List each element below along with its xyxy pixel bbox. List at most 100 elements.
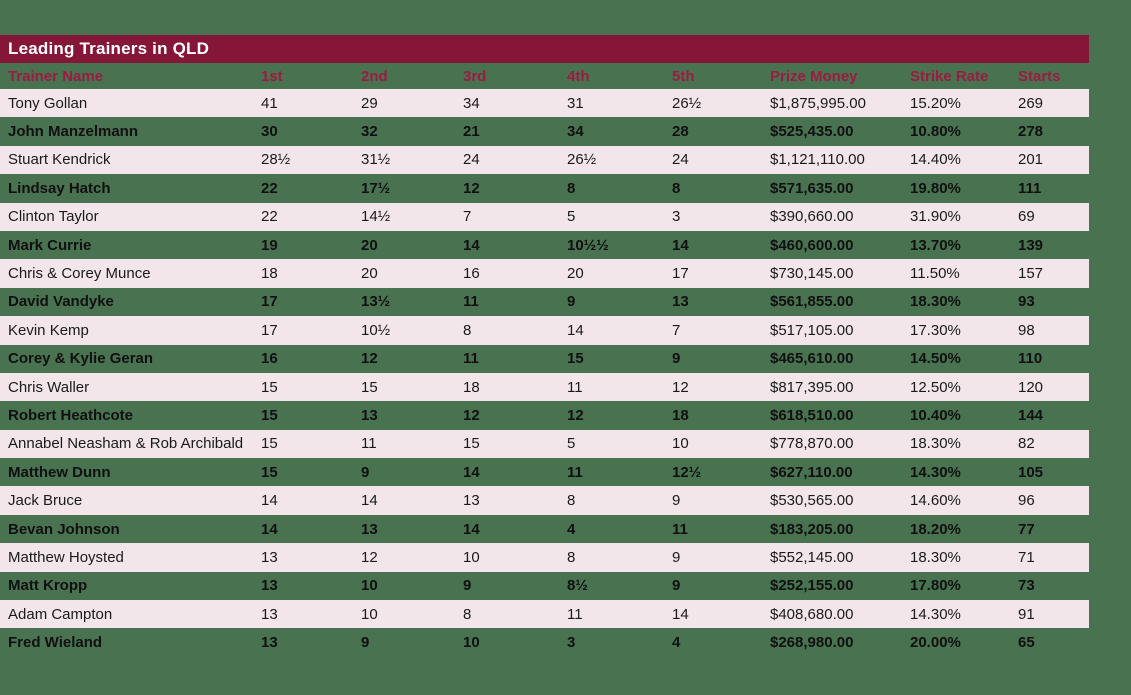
table-row: Matthew Hoysted 13 12 10 8 9 $552,145.00 18.30%… [0,543,1089,572]
stat-cell: 15 [361,378,378,396]
table-row: Adam Campton 13 10 8 11 14 $408,680.00 14.30% 91 [0,600,1089,629]
stat-cell: 15 [261,406,278,424]
stat-cell: 34 [463,94,480,112]
trainer-name-cell: Fred Wieland [8,634,103,652]
stat-cell: 21 [463,123,480,141]
column-header: 1st [261,67,283,85]
stat-cell: 13.70% [910,236,961,254]
stat-cell: 11.50% [910,265,960,283]
stat-cell: 18 [672,406,689,424]
stat-cell: 17 [261,293,278,311]
table-body: Tony Gollan 41 29 34 31 26½ $1,875,995.00 15.20… [0,89,1131,657]
stat-cell: 18.20% [910,520,961,538]
stat-cell: 19.80% [910,179,961,197]
stat-cell: 10 [672,435,689,453]
stat-cell: 17.80% [910,577,961,595]
trainer-name-cell: Bevan Johnson [8,520,120,538]
stat-cell: 278 [1018,123,1044,141]
stat-cell: 15 [261,463,278,481]
stat-cell: 8 [567,179,576,197]
table-row: Matt Kropp 13 10 9 8½ 9 $252,155.00 17.80% 73 [0,572,1089,600]
column-header: Strike Rate [910,67,989,85]
stat-cell: 4 [672,634,681,652]
stat-cell: 65 [1018,634,1035,652]
stat-cell: 31.90% [910,208,961,226]
stat-cell: 16 [261,350,278,368]
stat-cell: 201 [1018,151,1044,169]
stat-cell: 7 [463,208,472,226]
stat-cell: 14 [261,520,278,538]
stat-cell: 14.60% [910,492,961,510]
stat-cell: 15 [463,435,480,453]
column-header: 2nd [361,67,388,85]
trainer-name-cell: Matthew Hoysted [8,548,124,566]
stat-cell: 69 [1018,208,1035,226]
stat-cell: $730,145.00 [770,265,854,283]
stat-cell: 5 [567,208,576,226]
table-row: Fred Wieland 13 9 10 3 4 $268,980.00 20.00% 65 [0,628,1089,656]
column-header: Prize Money [770,67,858,85]
stat-cell: $517,105.00 [770,321,854,339]
stat-cell: 11 [672,520,688,538]
stat-cell: 22 [261,208,278,226]
stat-cell: 8 [463,321,472,339]
stat-cell: 18.30% [910,293,961,311]
stat-cell: 14 [361,492,378,510]
column-header: 3rd [463,67,487,85]
stat-cell: 14 [463,236,480,254]
stat-cell: 13 [361,520,378,538]
table-row: Matthew Dunn 15 9 14 11 12½ $627,110.00 14.30% 1… [0,458,1089,486]
stat-cell: 12 [361,350,378,368]
stat-cell: 26½ [672,94,702,112]
stat-cell: 8 [567,548,576,566]
stat-cell: 10 [463,634,480,652]
stat-cell: 12 [672,378,689,396]
stat-cell: 14 [463,463,480,481]
stat-cell: 14 [463,520,480,538]
stat-cell: 13 [261,548,278,566]
trainer-name-cell: Matthew Dunn [8,463,111,481]
stat-cell: $525,435.00 [770,123,854,141]
stat-cell: 14.40% [910,151,961,169]
stat-cell: 71 [1018,548,1035,566]
stat-cell: $252,155.00 [770,577,854,595]
table-row: Chris Waller 15 15 18 11 12 $817,395.00 12.50% 1… [0,372,1089,402]
stat-cell: 9 [361,463,370,481]
column-header: 4th [567,67,590,85]
stat-cell: 10½ [361,321,391,339]
stat-cell: 14 [261,492,278,510]
trainer-name-cell: Adam Campton [8,605,113,623]
stat-cell: $552,145.00 [770,548,854,566]
stat-cell: 26½ [567,151,597,169]
stat-cell: 14½ [361,208,391,226]
column-header: Trainer Name [8,67,104,85]
stat-cell: 15 [261,435,278,453]
stat-cell: 93 [1018,293,1035,311]
trainer-name-cell: Robert Heathcote [8,406,134,424]
table-row: Lindsay Hatch 22 17½ 12 8 8 $571,635.00 19.80% 1… [0,174,1089,202]
stat-cell: $1,121,110.00 [770,151,865,169]
stat-cell: 32 [361,123,378,141]
trainer-name-cell: John Manzelmann [8,123,139,141]
stat-cell: $561,855.00 [770,293,854,311]
trainer-name-cell: Clinton Taylor [8,208,99,226]
stat-cell: 15 [261,378,278,396]
stat-cell: 12.50% [910,378,961,396]
stat-cell: 13 [261,634,278,652]
table-row: Chris & Corey Munce 18 20 16 20 17 $730,145.00… [0,259,1089,288]
table-row: Stuart Kendrick 28½ 31½ 24 26½ 24 $1,121,110.0… [0,145,1089,175]
stat-cell: 12 [567,406,584,424]
stat-cell: 73 [1018,577,1035,595]
column-header: Starts [1018,67,1061,85]
stat-cell: 120 [1018,378,1044,396]
trainer-name-cell: Mark Currie [8,236,92,254]
table-row: Corey & Kylie Geran 16 12 11 15 9 $465,610.00 1… [0,345,1089,373]
stat-cell: 9 [672,350,681,368]
table-row: Tony Gollan 41 29 34 31 26½ $1,875,995.00 15.20… [0,89,1089,118]
table-row: Bevan Johnson 14 13 14 4 11 $183,205.00 18.20% 7… [0,515,1089,543]
stat-cell: $778,870.00 [770,435,854,453]
stat-cell: 3 [672,208,681,226]
stat-cell: 28½ [261,151,291,169]
stat-cell: 8 [463,605,472,623]
stat-cell: 144 [1018,406,1044,424]
